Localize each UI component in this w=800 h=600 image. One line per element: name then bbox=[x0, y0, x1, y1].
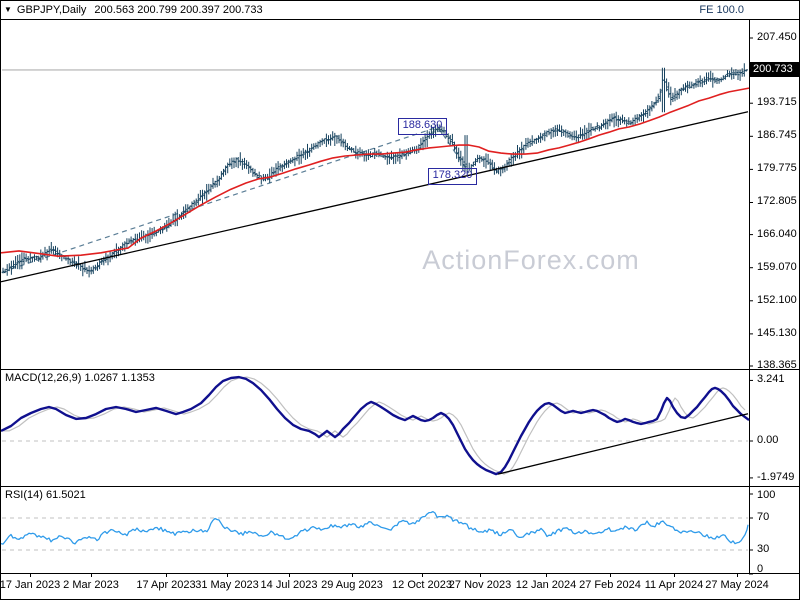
date-label: 31 May 2023 bbox=[195, 579, 259, 591]
symbol-period-label: GBPJPY,Daily bbox=[16, 4, 87, 16]
rsi-axis-label: 70 bbox=[757, 511, 770, 523]
date-label: 27 Nov 2023 bbox=[448, 579, 512, 591]
fib-point-label-high[interactable]: 188.630 bbox=[398, 118, 447, 135]
macd-line bbox=[1, 375, 750, 476]
macd-trendline bbox=[497, 413, 749, 475]
date-label: 14 Jul 2023 bbox=[260, 579, 318, 591]
date-label: 17 Apr 2023 bbox=[136, 579, 196, 591]
macd-indicator-label: MACD(12,26,9) 1.0267 1.1353 bbox=[5, 372, 155, 384]
fib-point-label-low[interactable]: 178.320 bbox=[428, 168, 477, 185]
date-label: 12 Jan 2024 bbox=[515, 579, 577, 591]
price-axis-label: 172.805 bbox=[757, 195, 797, 208]
price-axis-label: 193.715 bbox=[757, 96, 797, 109]
fib-leg-1 bbox=[10, 126, 439, 270]
header: ▼ GBPJPY,Daily 200.563 200.799 200.397 200… bbox=[4, 4, 263, 16]
rsi-axis-label: 100 bbox=[757, 489, 776, 501]
rsi-axis-label: 30 bbox=[757, 543, 770, 555]
date-label: 2 Mar 2023 bbox=[63, 579, 119, 591]
date-label: 27 May 2024 bbox=[705, 579, 769, 591]
price-axis-label: 179.775 bbox=[757, 162, 797, 175]
rsi-line bbox=[1, 510, 749, 545]
date-label: 27 Feb 2024 bbox=[579, 579, 641, 591]
date-label: 12 Oct 2023 bbox=[392, 579, 452, 591]
price-axis-label: 186.745 bbox=[757, 129, 797, 142]
price-axis-label: 166.040 bbox=[757, 227, 797, 240]
main-trendline bbox=[1, 111, 749, 283]
date-label: 11 Apr 2024 bbox=[644, 579, 704, 591]
price-axis-label: 159.070 bbox=[757, 260, 797, 273]
macd-axis-label: 0.00 bbox=[757, 434, 779, 446]
current-price-tag: 200.733 bbox=[750, 62, 799, 78]
macd-signal-line bbox=[1, 376, 746, 475]
moving-average-line bbox=[1, 87, 750, 257]
price-axis-label: 152.100 bbox=[757, 293, 797, 306]
symbol-dropdown-icon[interactable]: ▼ bbox=[4, 5, 12, 14]
rsi-axis-label: 0 bbox=[757, 563, 764, 575]
fib-expansion-label[interactable]: FE 100.0 bbox=[699, 4, 744, 16]
price-axis-label: 207.450 bbox=[757, 31, 797, 43]
macd-axis-label: -1.9749 bbox=[757, 470, 795, 483]
watermark: ActionForex.com bbox=[422, 245, 640, 275]
date-label: 29 Aug 2023 bbox=[321, 579, 383, 591]
ohlc-readout: 200.563 200.799 200.397 200.733 bbox=[94, 4, 263, 16]
price-axis-label: 138.365 bbox=[757, 359, 797, 371]
macd-axis-label: 3.241 bbox=[757, 373, 785, 386]
price-axis-label: 145.130 bbox=[757, 326, 797, 339]
date-label: 17 Jan 2023 bbox=[0, 579, 61, 591]
rsi-indicator-label: RSI(14) 61.5021 bbox=[5, 489, 86, 501]
